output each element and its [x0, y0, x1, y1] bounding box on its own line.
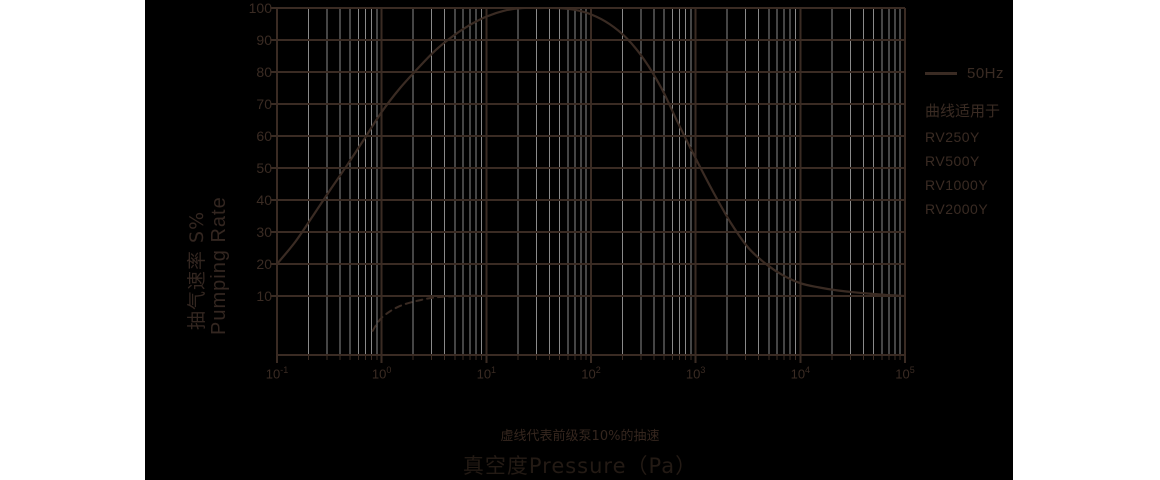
legend-applies-title: 曲线适用于: [925, 102, 1001, 120]
series-line-0: [277, 7, 905, 298]
x-tick-label: 105: [895, 365, 915, 382]
legend-model-rv1000y: RV1000Y: [925, 177, 989, 193]
legend-label-50hz: 50Hz: [967, 64, 1005, 82]
y-tick-label: 20: [256, 256, 272, 272]
y-tick-label: 30: [256, 224, 272, 240]
x-tick-label: 103: [685, 365, 706, 382]
y-tick-label: 10: [256, 288, 272, 304]
y-tick-label-group: 10 20 30 40 50 60 70 80 90 100: [232, 0, 272, 480]
x-axis-title: 真空度Pressure（Pa）: [462, 454, 698, 478]
legend-model-list: RV250Y RV500Y RV1000Y RV2000Y: [925, 129, 1035, 217]
minor-gridlines: [276, 8, 901, 355]
axis-ticks: [271, 7, 906, 363]
legend: 50Hz 曲线适用于 RV250Y RV500Y RV1000Y RV2000Y: [925, 60, 1035, 217]
y-tick-label: 80: [256, 64, 272, 80]
legend-model-rv2000y: RV2000Y: [925, 201, 989, 217]
data-series-layer: [277, 7, 905, 332]
series-line-1: [371, 294, 488, 332]
legend-line-swatch: [925, 71, 957, 75]
dashed-line-note: 虚线代表前级泵10%的抽速: [500, 429, 660, 444]
x-tick-label: 100: [371, 365, 392, 382]
y-tick-label: 100: [248, 0, 272, 16]
legend-entry-50hz: 50Hz: [925, 60, 1035, 86]
x-tick-label: 101: [476, 365, 497, 382]
y-tick-label: 40: [256, 192, 272, 208]
y-tick-label: 90: [256, 32, 272, 48]
y-tick-label: 60: [256, 128, 272, 144]
y-tick-label: 70: [256, 96, 272, 112]
x-tick-label: 10-1: [265, 365, 289, 382]
y-tick-label: 50: [256, 160, 272, 176]
x-tick-label: 102: [581, 365, 601, 382]
legend-model-rv250y: RV250Y: [925, 129, 980, 145]
major-gridlines: [277, 7, 905, 357]
chart-dark-panel: [145, 0, 1013, 480]
axis-lines: [275, 6, 907, 355]
legend-model-rv500y: RV500Y: [925, 153, 980, 169]
x-tick-label: 104: [790, 365, 811, 382]
